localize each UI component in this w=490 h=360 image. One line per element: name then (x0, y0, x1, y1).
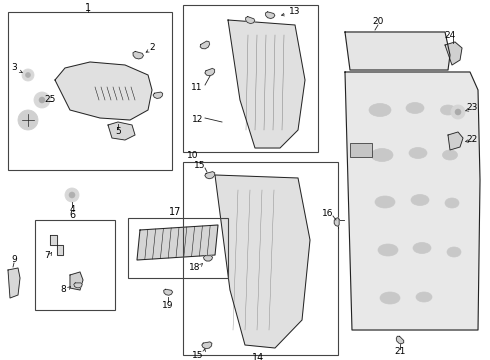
Circle shape (34, 92, 50, 108)
Polygon shape (228, 20, 305, 148)
Polygon shape (445, 42, 462, 65)
Text: 9: 9 (11, 256, 17, 265)
Polygon shape (200, 41, 210, 49)
Polygon shape (202, 342, 212, 348)
Bar (350, 143, 372, 157)
Ellipse shape (441, 105, 456, 115)
Polygon shape (345, 72, 480, 330)
Text: 23: 23 (466, 104, 478, 112)
Ellipse shape (413, 243, 431, 253)
Text: 19: 19 (162, 301, 174, 310)
Text: 22: 22 (466, 135, 478, 144)
Polygon shape (205, 172, 215, 179)
Text: 7: 7 (44, 251, 50, 260)
Polygon shape (8, 268, 20, 298)
Text: 11: 11 (191, 84, 203, 93)
Bar (128, 218, 228, 278)
Text: 12: 12 (192, 116, 204, 125)
Polygon shape (245, 17, 255, 23)
Text: 15: 15 (192, 351, 204, 360)
Bar (35, 220, 115, 310)
Circle shape (455, 109, 461, 115)
Polygon shape (215, 175, 310, 348)
Text: 21: 21 (394, 347, 406, 356)
Text: 16: 16 (322, 208, 334, 217)
Ellipse shape (369, 104, 391, 117)
Ellipse shape (375, 196, 395, 208)
Text: 24: 24 (444, 31, 456, 40)
Text: 15: 15 (194, 161, 206, 170)
Polygon shape (70, 272, 83, 290)
Text: 4: 4 (69, 206, 75, 215)
Circle shape (69, 192, 75, 198)
Polygon shape (74, 283, 82, 288)
Text: 13: 13 (289, 8, 301, 17)
Text: 5: 5 (115, 127, 121, 136)
Polygon shape (345, 32, 450, 70)
Circle shape (22, 69, 34, 81)
Circle shape (25, 72, 30, 77)
Circle shape (39, 97, 45, 103)
Text: 18: 18 (189, 264, 201, 273)
Polygon shape (448, 132, 463, 150)
Text: 3: 3 (11, 63, 17, 72)
Text: 25: 25 (44, 95, 56, 104)
Ellipse shape (447, 247, 461, 257)
Circle shape (18, 110, 38, 130)
Ellipse shape (416, 292, 432, 302)
Polygon shape (137, 225, 218, 260)
Ellipse shape (378, 244, 398, 256)
Polygon shape (55, 62, 152, 120)
Circle shape (451, 105, 465, 119)
Bar (183, 5, 318, 152)
Circle shape (65, 188, 79, 202)
Polygon shape (108, 122, 135, 140)
Polygon shape (50, 235, 63, 255)
Text: 6: 6 (69, 210, 75, 220)
Text: 2: 2 (149, 44, 155, 53)
Ellipse shape (406, 103, 424, 113)
Text: 20: 20 (372, 18, 384, 27)
Bar (183, 162, 338, 355)
Polygon shape (205, 68, 215, 76)
Text: 17: 17 (169, 207, 181, 217)
Ellipse shape (442, 150, 458, 160)
Bar (8, 12, 172, 170)
Ellipse shape (411, 194, 429, 206)
Text: 8: 8 (60, 285, 66, 294)
Polygon shape (396, 336, 404, 344)
Ellipse shape (445, 198, 459, 208)
Polygon shape (266, 12, 275, 18)
Text: 14: 14 (252, 353, 264, 360)
Text: 10: 10 (187, 150, 199, 159)
Polygon shape (203, 256, 213, 261)
Polygon shape (334, 218, 339, 226)
Ellipse shape (371, 148, 393, 162)
Polygon shape (153, 92, 163, 98)
Polygon shape (133, 51, 144, 59)
Text: 1: 1 (85, 3, 91, 13)
Ellipse shape (380, 292, 400, 304)
Polygon shape (164, 289, 172, 295)
Ellipse shape (409, 148, 427, 158)
